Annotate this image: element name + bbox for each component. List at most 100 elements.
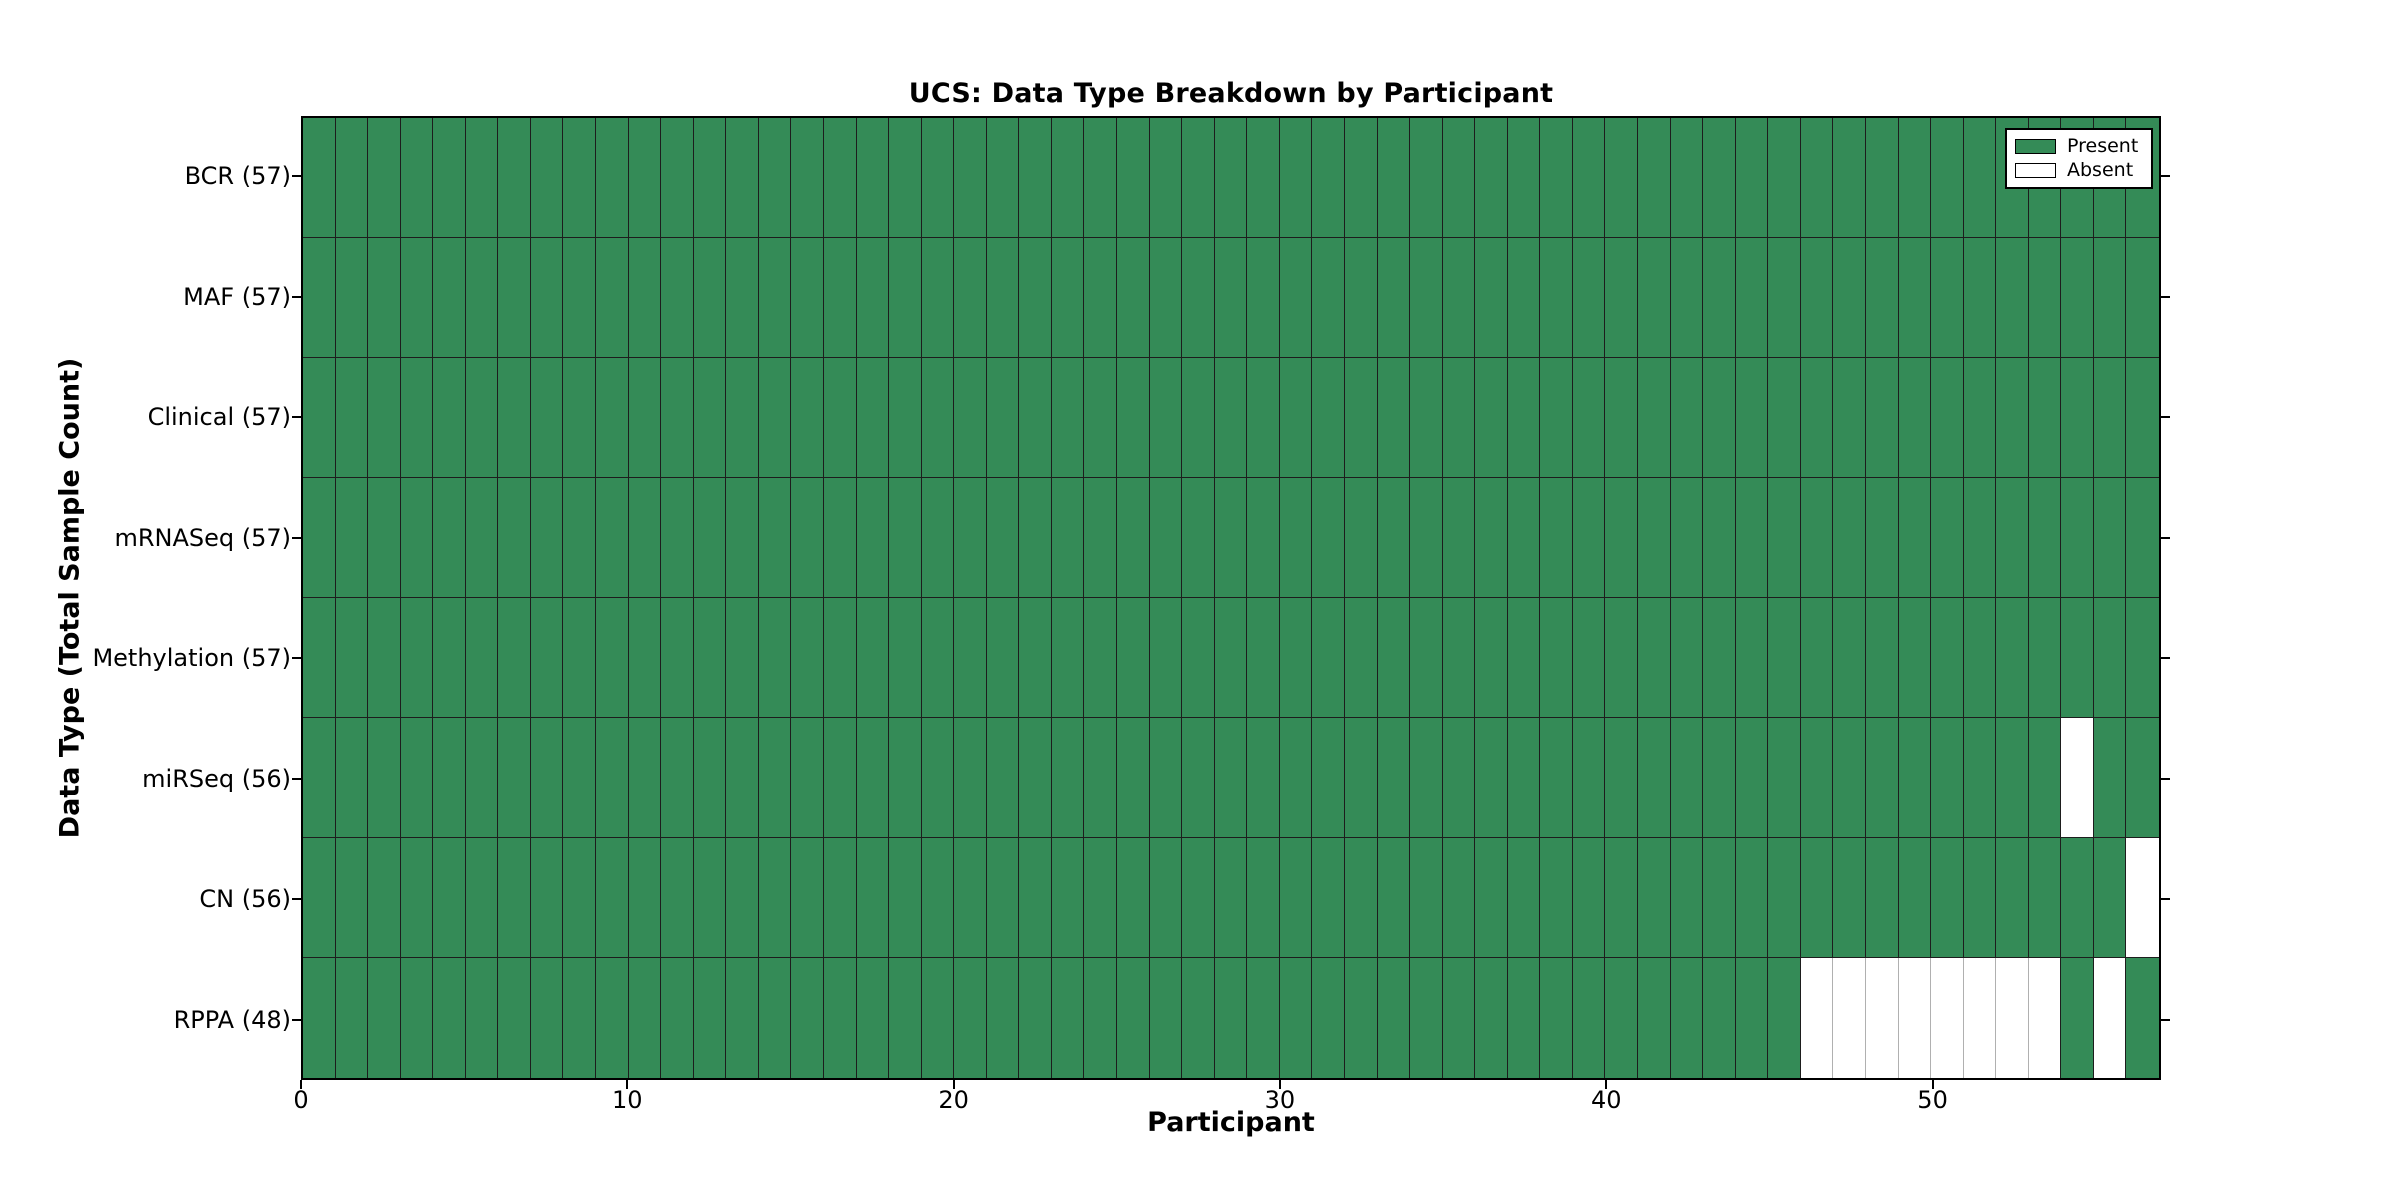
y-tick-mark: [292, 175, 301, 178]
heatmap-cell: [791, 958, 824, 1078]
heatmap-cell: [791, 238, 824, 358]
heatmap-cell: [1247, 118, 1280, 238]
heatmap-cell: [986, 718, 1020, 838]
heatmap-cell: [791, 718, 824, 838]
heatmap-cell: [465, 358, 499, 478]
heatmap-cell: [433, 238, 466, 358]
heatmap-cell: [1279, 238, 1313, 358]
heatmap-cell: [1735, 958, 1769, 1078]
heatmap-cell: [2093, 718, 2127, 838]
y-tick-mark: [2161, 898, 2170, 901]
heatmap-cell: [1312, 958, 1345, 1078]
heatmap-cell: [661, 838, 694, 958]
heatmap-cell: [1963, 118, 1997, 238]
heatmap-cell: [889, 478, 922, 598]
heatmap-cell: [465, 118, 499, 238]
y-tick-mark: [2161, 295, 2170, 298]
heatmap-cell: [2126, 718, 2159, 838]
heatmap-cell: [498, 598, 531, 718]
heatmap-cell: [368, 958, 401, 1078]
heatmap-cell: [1670, 958, 1704, 1078]
heatmap-cell: [465, 598, 499, 718]
heatmap-cell: [1019, 238, 1052, 358]
heatmap-cell: [1638, 238, 1671, 358]
heatmap-cell: [1344, 478, 1378, 598]
heatmap-cell: [1247, 358, 1280, 478]
heatmap-cell: [1996, 478, 2029, 598]
heatmap-cell: [1638, 358, 1671, 478]
y-tick-label: CN (56): [199, 885, 291, 914]
heatmap-cell: [1572, 238, 1606, 358]
heatmap-cell: [433, 718, 466, 838]
heatmap-cell: [465, 478, 499, 598]
heatmap-cell: [1214, 958, 1248, 1078]
heatmap-cell: [2093, 958, 2127, 1078]
heatmap-cell: [498, 718, 531, 838]
heatmap-cell: [921, 478, 955, 598]
heatmap-cell: [856, 118, 890, 238]
heatmap-cell: [823, 358, 857, 478]
heatmap-cell: [1996, 598, 2029, 718]
heatmap-cell: [2093, 598, 2127, 718]
heatmap-cell: [823, 958, 857, 1078]
heatmap-cell: [1638, 718, 1671, 838]
heatmap-cell: [823, 838, 857, 958]
heatmap-cell: [1312, 718, 1345, 838]
heatmap-cell: [1475, 598, 1508, 718]
heatmap-cell: [498, 478, 531, 598]
heatmap-cell: [1963, 238, 1997, 358]
heatmap-cell: [628, 118, 662, 238]
heatmap-cell: [1377, 958, 1411, 1078]
heatmap-cell: [1475, 958, 1508, 1078]
heatmap-cell: [1540, 238, 1573, 358]
heatmap-cell: [1279, 718, 1313, 838]
heatmap-cell: [1279, 118, 1313, 238]
y-tick-label: BCR (57): [184, 162, 291, 191]
heatmap-cell: [1377, 358, 1411, 478]
heatmap-cell: [1182, 238, 1215, 358]
heatmap-cell: [1638, 118, 1671, 238]
heatmap-cell: [1019, 118, 1052, 238]
heatmap-cell: [1931, 598, 1964, 718]
heatmap-cell: [1800, 238, 1834, 358]
x-tick-mark: [1278, 1080, 1281, 1089]
x-tick-label: 40: [1590, 1086, 1622, 1114]
heatmap-cell: [954, 718, 987, 838]
heatmap-cell: [1865, 838, 1899, 958]
heatmap-cell: [1507, 478, 1541, 598]
heatmap-cell: [1410, 718, 1443, 838]
heatmap-cell: [2126, 598, 2159, 718]
heatmap-cell: [1279, 958, 1313, 1078]
heatmap-cell: [1735, 478, 1769, 598]
heatmap-cell: [1572, 478, 1606, 598]
x-tick-label: 50: [1917, 1086, 1948, 1114]
heatmap-cell: [1019, 958, 1052, 1078]
heatmap-cell: [2028, 598, 2062, 718]
heatmap-cell: [954, 238, 987, 358]
heatmap-cell: [1833, 838, 1866, 958]
heatmap-cell: [1442, 958, 1476, 1078]
y-tick-label: MAF (57): [183, 282, 291, 311]
heatmap-cell: [1149, 838, 1183, 958]
x-tick-mark: [300, 1080, 302, 1089]
y-tick-mark: [292, 777, 301, 780]
heatmap-cell: [856, 598, 890, 718]
heatmap-cell: [1475, 358, 1508, 478]
heatmap-cell: [1507, 358, 1541, 478]
x-tick-mark: [1605, 1080, 1608, 1089]
heatmap-cell: [1051, 118, 1085, 238]
heatmap-cell: [1149, 958, 1183, 1078]
heatmap-cell: [1638, 958, 1671, 1078]
heatmap-cell: [1833, 598, 1866, 718]
heatmap-cell: [368, 838, 401, 958]
heatmap-cell: [1572, 358, 1606, 478]
heatmap-cell: [1898, 118, 1932, 238]
heatmap-cell: [1898, 718, 1932, 838]
heatmap-cell: [921, 118, 955, 238]
heatmap-cell: [1703, 838, 1736, 958]
heatmap-cell: [1898, 478, 1932, 598]
heatmap-cell: [1117, 118, 1150, 238]
heatmap-cell: [498, 958, 531, 1078]
heatmap-cell: [1149, 358, 1183, 478]
heatmap-cell: [1214, 838, 1248, 958]
